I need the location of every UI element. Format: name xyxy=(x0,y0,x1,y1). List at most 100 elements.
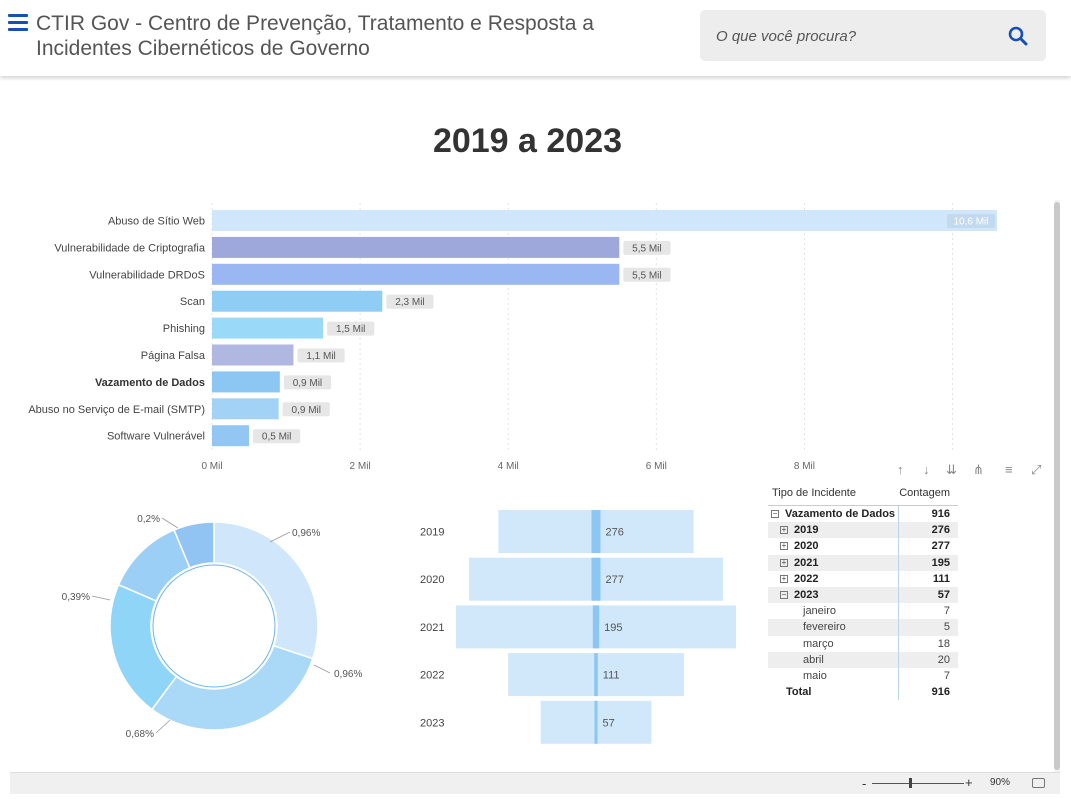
bar[interactable] xyxy=(212,344,294,366)
zoom-in-button[interactable]: + xyxy=(965,775,973,790)
matrix-row-label: fevereiro xyxy=(803,621,846,634)
funnel-year-label[interactable]: 2020 xyxy=(420,574,444,586)
report-title: 2019 a 2023 xyxy=(432,122,623,160)
bar-category-label[interactable]: Vulnerabilidade de Criptografia xyxy=(54,242,206,254)
matrix-row-label: Vazamento de Dados xyxy=(785,508,896,520)
funnel-value-bar[interactable] xyxy=(591,510,601,553)
data-label: 5,5 Mil xyxy=(632,243,661,254)
bar-category-label[interactable]: Software Vulnerável xyxy=(107,431,205,443)
funnel-value-bar[interactable] xyxy=(594,653,598,697)
bar-category-label[interactable]: Vulnerabilidade DRDoS xyxy=(89,269,205,281)
vertical-scrollbar-thumb[interactable] xyxy=(1054,202,1060,770)
matrix-row[interactable]: −2023 57 xyxy=(768,586,958,604)
funnel-year-label[interactable]: 2019 xyxy=(420,527,444,539)
matrix-header-type[interactable]: Tipo de Incidente xyxy=(772,487,856,499)
bar[interactable] xyxy=(212,371,280,393)
donut-slice-label: 0,39% xyxy=(62,592,90,603)
search-input[interactable] xyxy=(716,24,996,48)
bar-category-label[interactable]: Abuso de Sítio Web xyxy=(108,216,205,228)
arrow-down-icon[interactable]: ↓ xyxy=(923,462,930,477)
matrix-row[interactable]: +2021 195 xyxy=(768,554,958,571)
matrix-row-value: 111 xyxy=(898,570,954,587)
funnel-value-label: 57 xyxy=(603,717,615,729)
funnel-year-label[interactable]: 2022 xyxy=(420,670,444,682)
donut-slice[interactable] xyxy=(109,583,178,711)
donut-slice[interactable] xyxy=(150,644,314,731)
expand-icon[interactable]: + xyxy=(780,525,788,535)
site-title[interactable]: CTIR Gov - Centro de Prevenção, Tratamen… xyxy=(36,12,594,60)
matrix-header-count[interactable]: Contagem xyxy=(899,487,950,499)
search-box[interactable] xyxy=(700,10,1046,61)
data-label-bg xyxy=(283,375,332,390)
zoom-out-button[interactable]: - xyxy=(862,776,867,791)
matrix-row-value: 276 xyxy=(898,522,954,539)
expand-icon[interactable]: + xyxy=(780,573,788,583)
data-label-bg xyxy=(297,348,345,363)
arrow-up-icon[interactable]: ↑ xyxy=(897,462,904,477)
data-label: 10,6 Mil xyxy=(953,217,988,228)
data-label-bg xyxy=(623,240,671,255)
donut-slice-label: 0,2% xyxy=(137,514,160,525)
data-label: 0,9 Mil xyxy=(293,378,322,389)
matrix-row-value: 5 xyxy=(898,619,954,636)
bar[interactable] xyxy=(212,290,383,312)
matrix-row-label: maio xyxy=(803,669,827,682)
matrix-row[interactable]: − Vazamento de Dados 916 xyxy=(768,506,958,523)
matrix-row[interactable]: +2019 276 xyxy=(768,522,958,539)
drill-icon[interactable]: ⋔ xyxy=(973,462,984,477)
visual-header-toolbar: ↑ ↓ ⇊ ⋔ ≡ ⤢ xyxy=(893,462,1053,480)
bar[interactable] xyxy=(212,236,620,258)
bar-category-label[interactable]: Página Falsa xyxy=(141,350,206,362)
matrix-row-value: 916 xyxy=(898,506,954,523)
bar[interactable] xyxy=(212,263,620,285)
matrix-row[interactable]: abril 20 xyxy=(768,651,958,668)
x-tick-label: 2 Mil xyxy=(350,461,371,472)
zoom-bar: - + 90% xyxy=(10,772,1060,794)
collapse-icon[interactable]: − xyxy=(780,589,788,599)
matrix-total-value: 916 xyxy=(898,684,954,701)
bar[interactable] xyxy=(212,210,997,231)
bar-category-label[interactable]: Abuso no Serviço de E-mail (SMTP) xyxy=(28,404,205,416)
filter-icon[interactable]: ≡ xyxy=(1005,462,1013,477)
x-tick-label: 4 Mil xyxy=(498,461,519,472)
incident-type-bar-chart: 0 Mil 2 Mil 4 Mil 6 Mil 8 Mil Abuso de Sítio … xyxy=(28,203,997,472)
data-label-bg xyxy=(386,294,434,309)
matrix-row[interactable]: +2020 277 xyxy=(768,538,958,555)
expand-icon[interactable]: + xyxy=(780,557,788,567)
bar[interactable] xyxy=(212,425,250,447)
matrix-row-label: 2023 xyxy=(794,588,819,601)
collapse-icon[interactable]: − xyxy=(771,509,779,518)
data-label-bg xyxy=(253,429,301,444)
matrix-row[interactable]: maio 7 xyxy=(768,667,958,685)
funnel-value-bar[interactable] xyxy=(594,700,598,744)
donut-slice-label: 0,96% xyxy=(334,669,362,680)
donut-slice[interactable] xyxy=(173,521,215,569)
funnel-value-bar[interactable] xyxy=(591,557,601,601)
donut-slice[interactable] xyxy=(213,521,319,660)
bar[interactable] xyxy=(212,317,324,339)
matrix-row[interactable]: fevereiro 5 xyxy=(768,619,958,636)
zoom-slider-thumb[interactable] xyxy=(909,778,912,788)
fit-page-icon[interactable] xyxy=(1032,778,1045,788)
bar-category-label[interactable]: Vazamento de Dados xyxy=(95,377,205,389)
menu-icon[interactable] xyxy=(8,14,28,32)
site-header: CTIR Gov - Centro de Prevenção, Tratamen… xyxy=(0,0,1071,76)
donut-slice-label: 0,68% xyxy=(126,729,154,740)
data-label: 0,9 Mil xyxy=(292,405,321,416)
matrix-row[interactable]: +2022 111 xyxy=(768,570,958,587)
double-arrow-down-icon[interactable]: ⇊ xyxy=(946,462,957,477)
funnel-value-bar[interactable] xyxy=(592,605,600,649)
matrix-row[interactable]: março 18 xyxy=(768,635,958,652)
matrix-row[interactable]: janeiro 7 xyxy=(768,603,958,620)
funnel-year-label[interactable]: 2023 xyxy=(420,717,444,729)
bar[interactable] xyxy=(212,398,279,420)
zoom-slider-track[interactable] xyxy=(872,783,964,784)
matrix-total-label: Total xyxy=(786,686,812,699)
bar-category-label[interactable]: Scan xyxy=(180,296,205,308)
search-icon[interactable] xyxy=(1008,26,1028,46)
funnel-year-label[interactable]: 2021 xyxy=(420,622,444,634)
focus-mode-icon[interactable]: ⤢ xyxy=(1031,462,1042,477)
expand-icon[interactable]: + xyxy=(780,541,788,551)
bar-category-label[interactable]: Phishing xyxy=(163,323,205,335)
